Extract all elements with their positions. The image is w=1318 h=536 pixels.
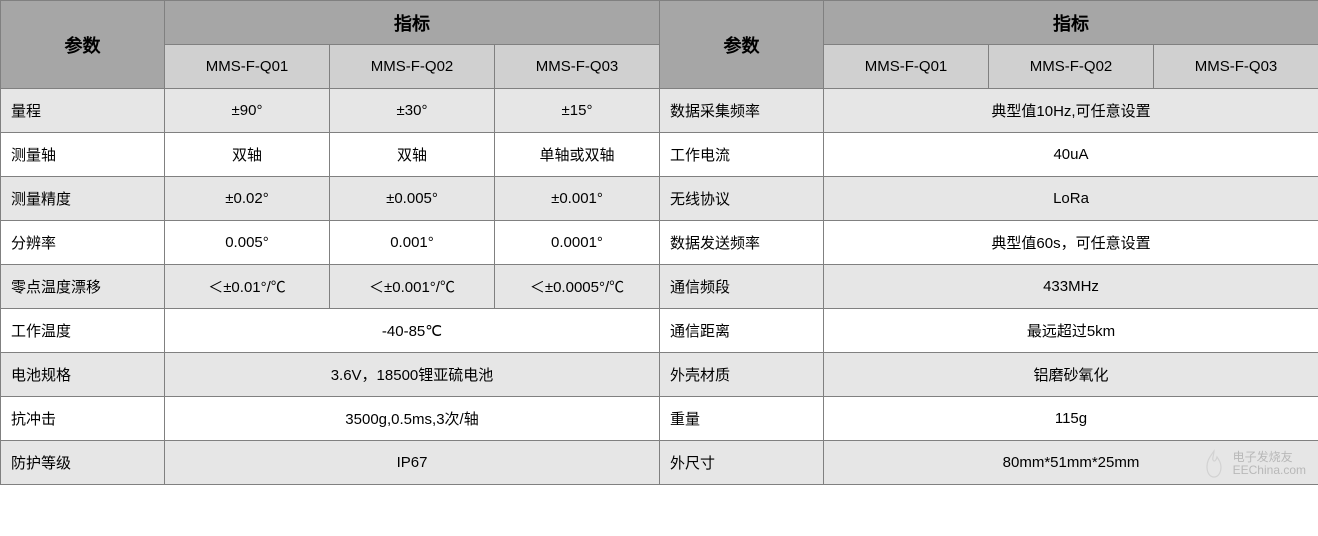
row-left-label: 测量轴 [1, 133, 165, 177]
table-row: 抗冲击3500g,0.5ms,3次/轴重量115g [1, 397, 1318, 441]
subheader-col: MMS-F-Q03 [495, 45, 660, 89]
row-left-label: 抗冲击 [1, 397, 165, 441]
row-left-cell: ±90° [165, 89, 330, 133]
row-right-span: LoRa [824, 177, 1318, 221]
row-left-label: 分辨率 [1, 221, 165, 265]
row-left-label: 电池规格 [1, 353, 165, 397]
row-left-label: 测量精度 [1, 177, 165, 221]
subheader-col: MMS-F-Q03 [1154, 45, 1318, 89]
row-left-cell: 单轴或双轴 [495, 133, 660, 177]
row-right-label: 数据采集频率 [660, 89, 824, 133]
header-left-param: 参数 [1, 1, 165, 89]
table-row: 电池规格3.6V，18500锂亚硫电池外壳材质铝磨砂氧化 [1, 353, 1318, 397]
row-right-label: 外壳材质 [660, 353, 824, 397]
table-row: 测量精度±0.02°±0.005°±0.001°无线协议LoRa [1, 177, 1318, 221]
row-left-cell: ±0.02° [165, 177, 330, 221]
table-row: 防护等级IP67外尺寸80mm*51mm*25mm [1, 441, 1318, 485]
row-left-cell: 0.005° [165, 221, 330, 265]
table-row: 测量轴双轴双轴单轴或双轴工作电流40uA [1, 133, 1318, 177]
row-left-cell: ＜±0.01°/℃ [165, 265, 330, 309]
header-right-metric: 指标 [824, 1, 1318, 45]
header-row-2: MMS-F-Q01 MMS-F-Q02 MMS-F-Q03 MMS-F-Q01 … [1, 45, 1318, 89]
table-row: 零点温度漂移＜±0.01°/℃＜±0.001°/℃＜±0.0005°/℃通信频段… [1, 265, 1318, 309]
row-right-label: 通信距离 [660, 309, 824, 353]
subheader-col: MMS-F-Q02 [989, 45, 1154, 89]
row-right-span: 铝磨砂氧化 [824, 353, 1318, 397]
table-row: 量程±90°±30°±15°数据采集频率典型值10Hz,可任意设置 [1, 89, 1318, 133]
row-right-span: 433MHz [824, 265, 1318, 309]
row-left-span: IP67 [165, 441, 660, 485]
row-left-span: 3.6V，18500锂亚硫电池 [165, 353, 660, 397]
row-left-cell: 0.0001° [495, 221, 660, 265]
row-right-label: 工作电流 [660, 133, 824, 177]
row-left-cell: ＜±0.001°/℃ [330, 265, 495, 309]
row-left-label: 零点温度漂移 [1, 265, 165, 309]
row-left-cell: 双轴 [165, 133, 330, 177]
spec-table: 参数 指标 参数 指标 MMS-F-Q01 MMS-F-Q02 MMS-F-Q0… [0, 0, 1318, 485]
row-right-span: 典型值60s，可任意设置 [824, 221, 1318, 265]
row-left-span: -40-85℃ [165, 309, 660, 353]
row-right-span: 40uA [824, 133, 1318, 177]
row-left-label: 量程 [1, 89, 165, 133]
row-left-cell: 0.001° [330, 221, 495, 265]
row-left-cell: ±0.005° [330, 177, 495, 221]
row-right-span: 80mm*51mm*25mm [824, 441, 1318, 485]
row-left-cell: ±0.001° [495, 177, 660, 221]
row-right-label: 无线协议 [660, 177, 824, 221]
row-left-span: 3500g,0.5ms,3次/轴 [165, 397, 660, 441]
row-right-label: 重量 [660, 397, 824, 441]
header-left-metric: 指标 [165, 1, 660, 45]
header-row-1: 参数 指标 参数 指标 [1, 1, 1318, 45]
row-left-cell: ＜±0.0005°/℃ [495, 265, 660, 309]
row-left-label: 工作温度 [1, 309, 165, 353]
row-right-span: 115g [824, 397, 1318, 441]
spec-table-body: 量程±90°±30°±15°数据采集频率典型值10Hz,可任意设置测量轴双轴双轴… [1, 89, 1318, 485]
row-left-cell: ±15° [495, 89, 660, 133]
row-right-span: 典型值10Hz,可任意设置 [824, 89, 1318, 133]
row-left-cell: ±30° [330, 89, 495, 133]
subheader-col: MMS-F-Q02 [330, 45, 495, 89]
row-left-cell: 双轴 [330, 133, 495, 177]
table-row: 分辨率0.005°0.001°0.0001°数据发送频率典型值60s，可任意设置 [1, 221, 1318, 265]
row-right-label: 数据发送频率 [660, 221, 824, 265]
row-right-label: 外尺寸 [660, 441, 824, 485]
subheader-col: MMS-F-Q01 [824, 45, 989, 89]
row-right-label: 通信频段 [660, 265, 824, 309]
row-left-label: 防护等级 [1, 441, 165, 485]
header-right-param: 参数 [660, 1, 824, 89]
table-row: 工作温度-40-85℃通信距离最远超过5km [1, 309, 1318, 353]
row-right-span: 最远超过5km [824, 309, 1318, 353]
subheader-col: MMS-F-Q01 [165, 45, 330, 89]
